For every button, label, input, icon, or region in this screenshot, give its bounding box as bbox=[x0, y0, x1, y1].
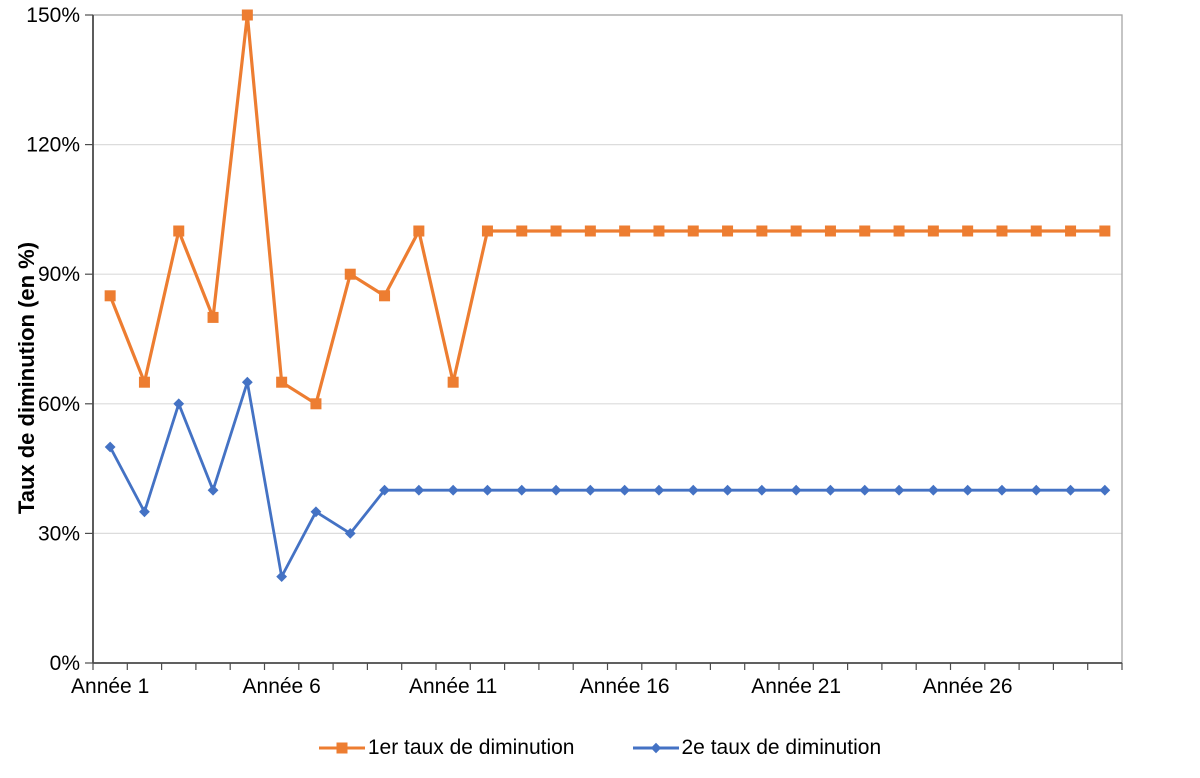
legend-label: 2e taux de diminution bbox=[681, 736, 882, 759]
chart-legend: 1er taux de diminution 2e taux de diminut… bbox=[0, 731, 1200, 765]
series-2-marker bbox=[790, 484, 802, 496]
series-2-marker bbox=[516, 484, 528, 496]
series-1-marker bbox=[550, 225, 562, 237]
series-2-marker bbox=[722, 484, 733, 496]
series-2-marker bbox=[996, 484, 1008, 496]
x-tick-label: Année 1 bbox=[71, 675, 149, 698]
series-2-marker bbox=[413, 484, 425, 496]
x-tick-label: Année 6 bbox=[243, 675, 321, 698]
series-1-marker bbox=[1099, 225, 1111, 237]
legend-label: 1er taux de diminution bbox=[367, 736, 575, 759]
series-1-marker bbox=[996, 225, 1008, 237]
series-2-marker bbox=[893, 484, 905, 496]
series-2-marker bbox=[241, 376, 253, 388]
series-1-marker bbox=[207, 311, 219, 323]
series-2-marker bbox=[756, 484, 768, 496]
y-tick-label: 60% bbox=[38, 393, 80, 416]
series-2-marker bbox=[173, 398, 185, 410]
series-1-marker bbox=[447, 376, 459, 388]
series-1-marker bbox=[756, 225, 768, 237]
series-1-marker bbox=[653, 225, 665, 237]
series-1-marker bbox=[310, 398, 322, 410]
series-2-marker bbox=[619, 484, 631, 496]
series-2-marker bbox=[687, 484, 699, 496]
series-2-marker bbox=[344, 528, 356, 539]
legend-item-2: 2e taux de diminution bbox=[632, 736, 882, 760]
series-2-marker bbox=[1065, 484, 1076, 496]
legend-marker-square-icon bbox=[318, 742, 365, 754]
y-tick-label: 0% bbox=[50, 652, 80, 675]
series-1-marker bbox=[379, 290, 391, 302]
series-2-marker bbox=[1030, 484, 1042, 496]
series-1-marker bbox=[344, 268, 356, 280]
series-1-marker bbox=[516, 225, 528, 237]
series-2-marker bbox=[104, 441, 116, 453]
series-1-marker bbox=[722, 225, 734, 237]
series-1-marker bbox=[824, 225, 836, 237]
series-2-marker bbox=[962, 484, 974, 496]
series-2-marker bbox=[1099, 484, 1111, 496]
series-2-marker bbox=[825, 484, 836, 496]
series-2-marker bbox=[207, 484, 219, 496]
series-2-marker bbox=[139, 506, 150, 518]
series-1-marker bbox=[481, 225, 493, 237]
series-1-marker bbox=[173, 225, 185, 237]
series-1-marker bbox=[1030, 225, 1042, 237]
series-line-2 bbox=[108, 380, 1107, 578]
x-tick-label: Année 21 bbox=[751, 675, 841, 698]
series-1-marker bbox=[584, 225, 596, 237]
series-1-marker bbox=[962, 225, 974, 237]
series-1-marker bbox=[241, 9, 253, 21]
series-1-marker bbox=[413, 225, 425, 237]
series-2-marker bbox=[310, 506, 322, 518]
series-1-marker bbox=[687, 225, 699, 237]
series-2-marker bbox=[276, 571, 288, 582]
legend-marker-diamond-icon bbox=[632, 742, 679, 754]
series-2-marker bbox=[447, 484, 459, 496]
legend-item-1: 1er taux de diminution bbox=[318, 736, 575, 760]
series-2-marker bbox=[859, 484, 871, 496]
series-1-marker bbox=[619, 225, 631, 237]
series-1-marker bbox=[104, 290, 116, 302]
series-1-marker bbox=[138, 376, 150, 388]
series-1-marker bbox=[276, 376, 288, 388]
series-1-marker bbox=[927, 225, 939, 237]
y-tick-label: 150% bbox=[26, 4, 80, 27]
series-1-marker bbox=[859, 225, 871, 237]
series-2-marker bbox=[550, 484, 562, 496]
series-2-marker bbox=[927, 484, 939, 496]
series-2-marker bbox=[379, 484, 390, 496]
line-chart: 0% 30% 60% 90% 120% 150% Année 1 Année 6 Année 1… bbox=[26, 4, 1123, 698]
series-2-marker bbox=[584, 484, 596, 496]
plot-area-border bbox=[92, 14, 1123, 664]
x-tick-label: Année 16 bbox=[580, 675, 670, 698]
y-tick-label: 90% bbox=[38, 263, 80, 286]
series-2-marker bbox=[653, 484, 665, 496]
series-1-marker bbox=[1065, 225, 1077, 237]
series-1-marker bbox=[790, 225, 802, 237]
series-line-1 bbox=[108, 13, 1107, 406]
x-tick-label: Année 26 bbox=[923, 675, 1013, 698]
series-1-marker bbox=[893, 225, 905, 237]
y-axis-title: Taux de diminution (en %) bbox=[14, 241, 39, 515]
x-tick-label: Année 11 bbox=[409, 675, 497, 698]
y-tick-label: 30% bbox=[38, 522, 80, 545]
y-tick-label: 120% bbox=[26, 134, 80, 157]
series-2-marker bbox=[482, 484, 493, 496]
